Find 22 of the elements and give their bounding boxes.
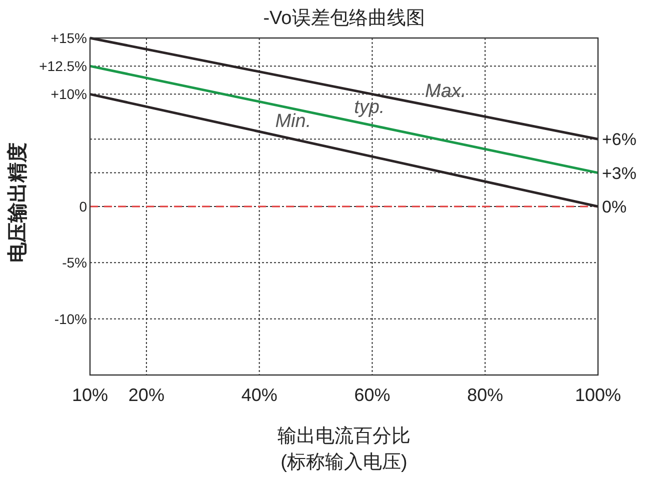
series-label: Min. (275, 111, 312, 132)
x-tick-label: 60% (354, 385, 390, 405)
y2-tick-label: +6% (602, 130, 636, 150)
y2-tick-label: +3% (602, 164, 636, 183)
y-tick-label: +15% (50, 30, 87, 46)
x-axis-title: 输出电流百分比 (278, 425, 410, 447)
x-tick-label: 20% (128, 385, 164, 405)
series-label: Max. (425, 80, 466, 102)
y2-tick-label: 0% (602, 198, 627, 216)
text: (标称输入电压) (280, 452, 408, 473)
y-axis-title: 电压输出精度 (6, 142, 29, 262)
y-tick-label: -5% (62, 254, 87, 271)
x-tick-label: 80% (467, 385, 504, 405)
series-label: typ. (354, 96, 385, 118)
chart-title: -Vo误差包络曲线图 (263, 8, 425, 29)
y-tick-label: +12.5% (39, 58, 87, 74)
x-tick-label: 10% (72, 385, 108, 405)
y-tick-label: -10% (54, 310, 87, 327)
y-tick-label: +10% (50, 86, 87, 102)
y-tick-label: 0 (79, 198, 88, 214)
x-tick-label: 100% (574, 385, 622, 405)
x-tick-label: 40% (241, 385, 278, 405)
